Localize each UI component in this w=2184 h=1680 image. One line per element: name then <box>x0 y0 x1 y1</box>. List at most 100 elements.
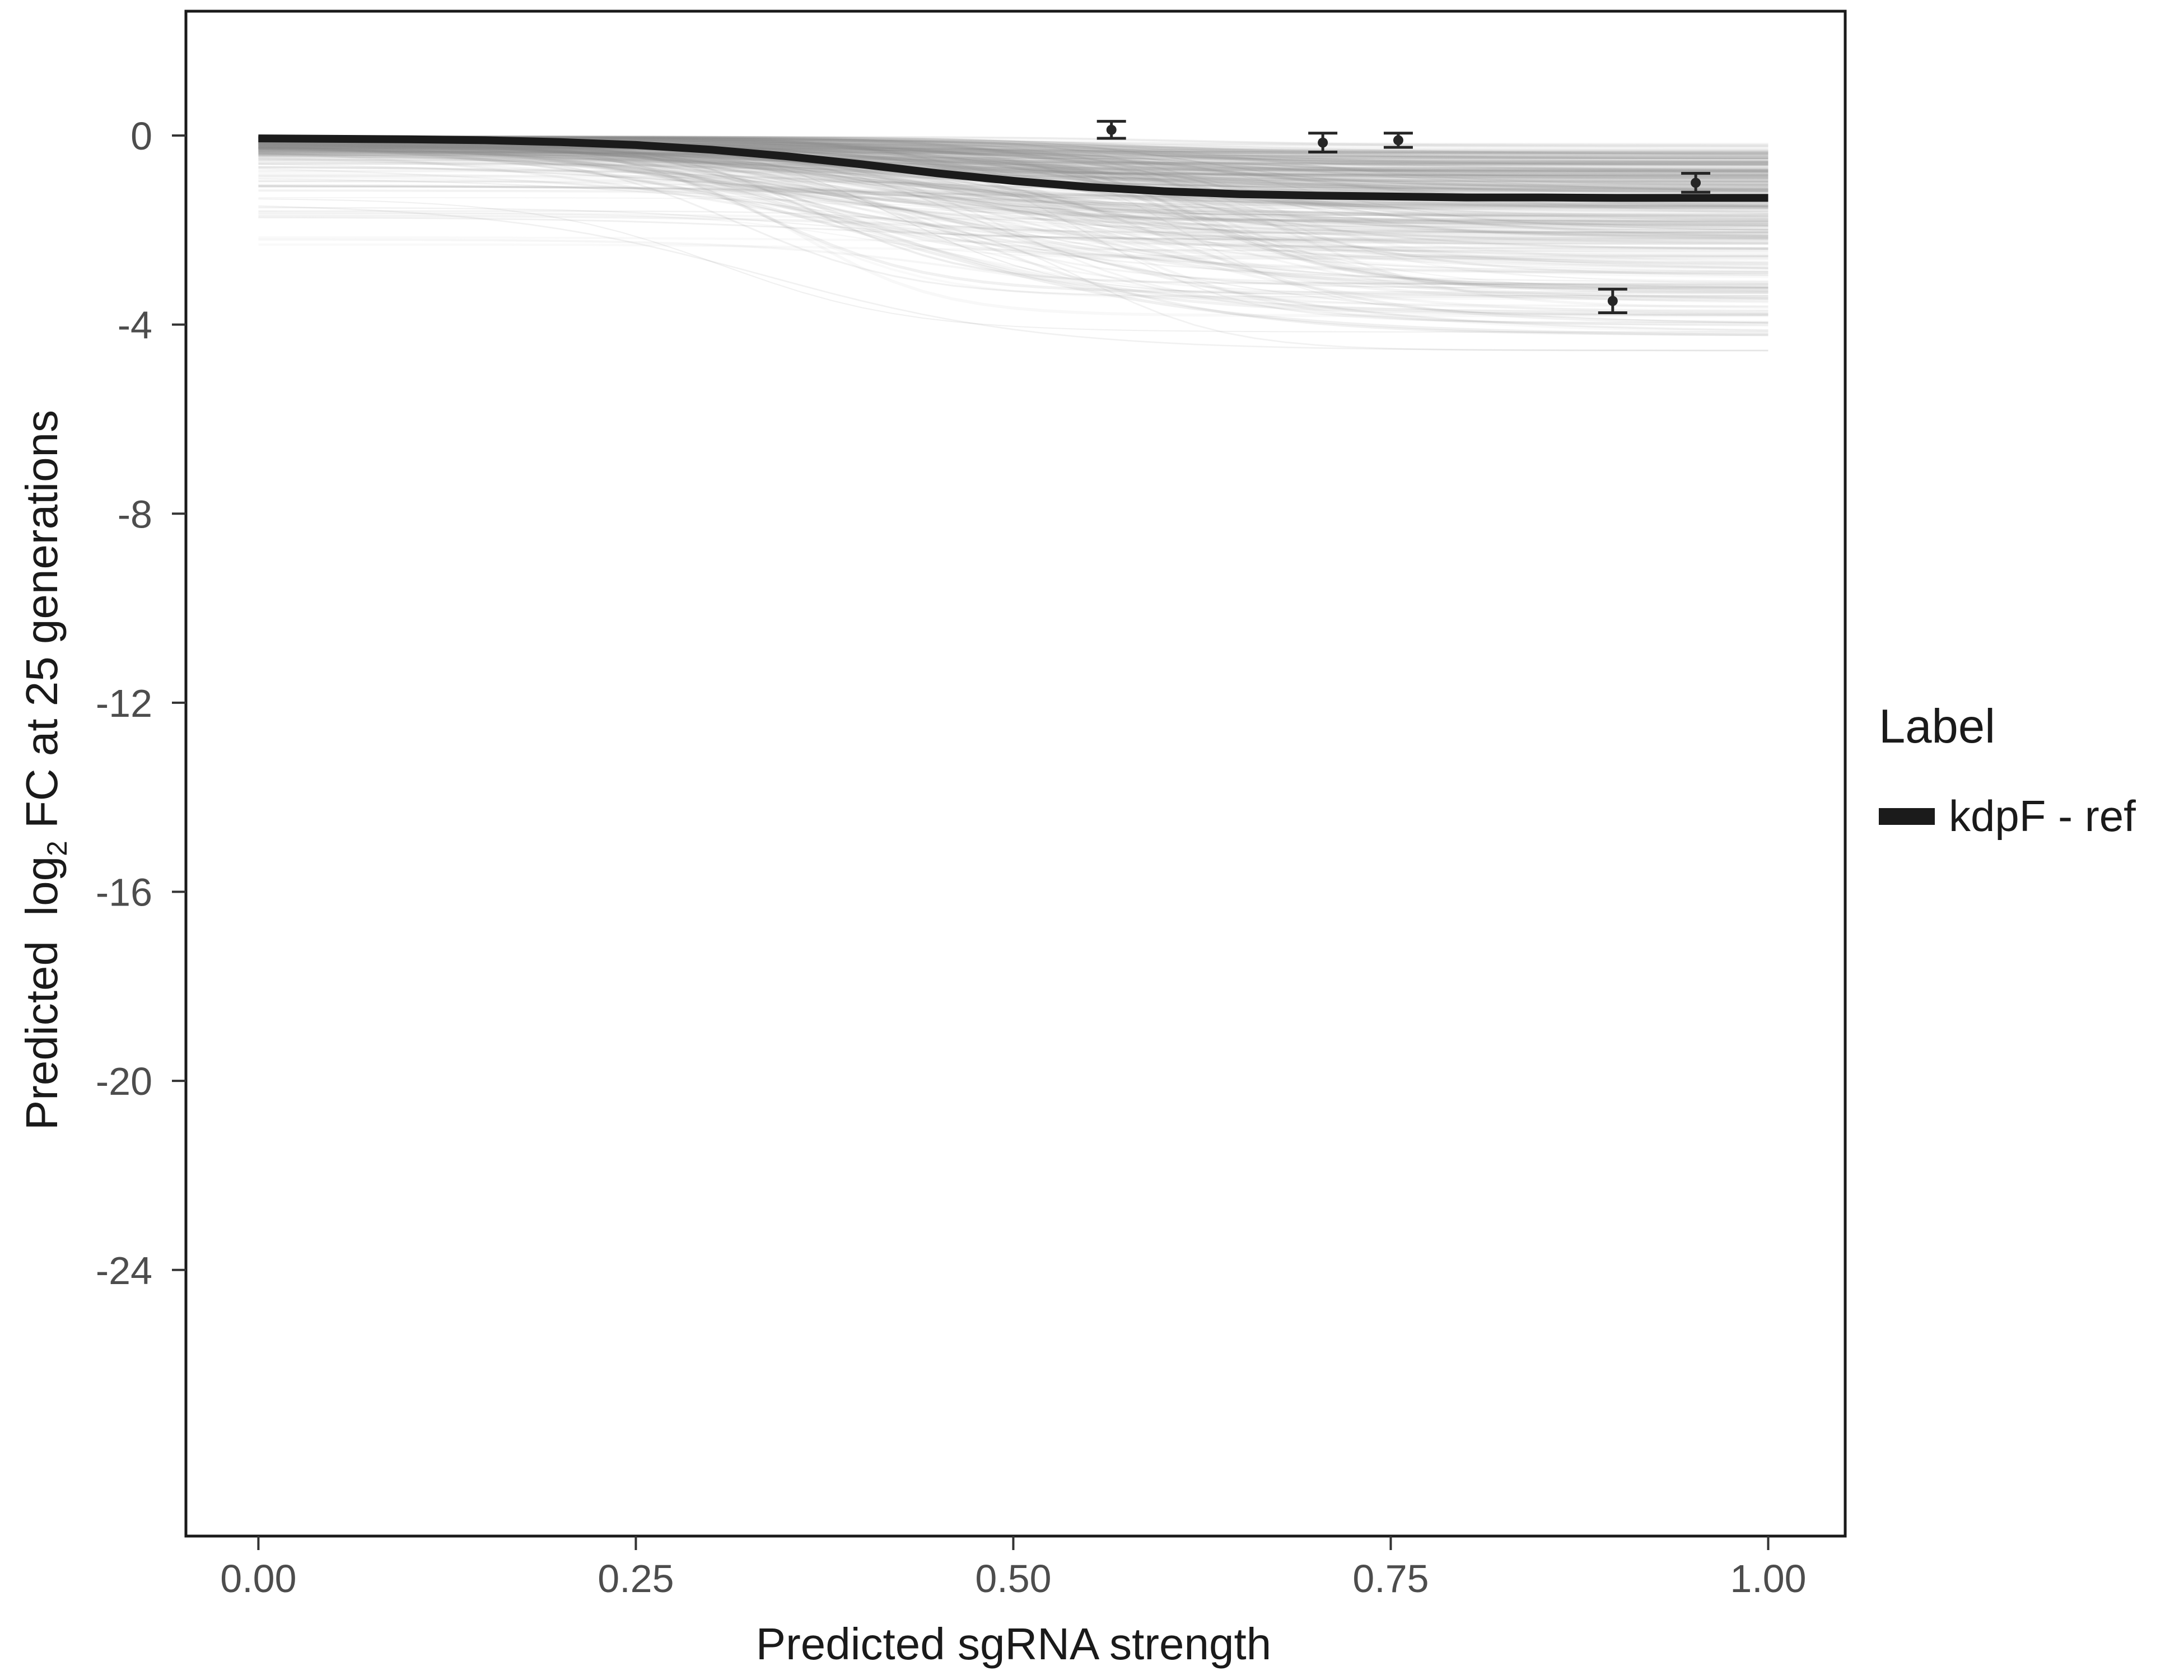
data-point-errorbar <box>1598 287 1627 315</box>
background-curve <box>258 178 1768 324</box>
background-curve <box>258 172 1768 333</box>
background-curve <box>258 143 1768 160</box>
background-curve <box>258 144 1768 163</box>
background-curve <box>258 150 1768 222</box>
background-curve <box>258 145 1768 283</box>
background-curve <box>258 152 1768 304</box>
background-curve <box>258 207 1768 240</box>
panel-border <box>184 10 1847 1538</box>
x-axis-tick-label: 1.00 <box>1730 1557 1806 1600</box>
y-axis-title-pre: Predicted log <box>17 856 67 1131</box>
background-curve <box>258 236 1768 249</box>
x-axis-tick-label: 0.00 <box>220 1557 296 1600</box>
background-curve <box>258 216 1768 241</box>
background-curve <box>258 147 1768 174</box>
background-curve <box>258 144 1768 159</box>
background-curve <box>258 151 1768 216</box>
background-curve <box>258 141 1768 246</box>
data-point-errorbar <box>1096 120 1126 140</box>
background-curve <box>258 143 1768 183</box>
data-point-errorbar <box>1308 132 1338 154</box>
background-curve <box>258 156 1768 192</box>
background-curve <box>258 135 1768 192</box>
background-curve <box>258 146 1768 175</box>
background-curve <box>258 136 1768 145</box>
background-curve <box>258 147 1768 276</box>
y-axis-tick-label: -4 <box>118 304 152 347</box>
background-curve <box>258 143 1768 179</box>
background-curve <box>258 157 1768 226</box>
x-axis-tick-label: 0.75 <box>1352 1557 1429 1600</box>
background-curve <box>258 151 1768 274</box>
background-curve <box>258 139 1768 300</box>
background-curve <box>258 135 1768 232</box>
background-curve <box>258 175 1768 258</box>
background-curve <box>258 138 1768 316</box>
y-axis-tick-label: -24 <box>96 1249 152 1292</box>
curves-layer <box>258 120 1768 352</box>
background-curve <box>258 149 1768 194</box>
background-curve <box>258 147 1768 233</box>
background-curve <box>258 146 1768 324</box>
background-curve <box>258 147 1768 172</box>
x-axis-tick-label: 0.25 <box>598 1557 674 1600</box>
background-curve <box>258 170 1768 181</box>
background-curve <box>258 144 1768 289</box>
background-curve <box>258 143 1768 172</box>
background-curve <box>258 151 1768 170</box>
background-curve <box>258 153 1768 302</box>
background-curve <box>258 153 1768 188</box>
background-curve <box>258 166 1768 192</box>
background-curve <box>258 140 1768 250</box>
background-curve <box>258 136 1768 193</box>
y-axis-tick-label: 0 <box>130 114 152 158</box>
background-curve <box>258 139 1768 228</box>
background-curve <box>258 214 1768 270</box>
background-curve <box>258 141 1768 187</box>
background-curve <box>258 140 1768 220</box>
background-curve <box>258 147 1768 332</box>
background-curve <box>258 152 1768 318</box>
background-curve <box>258 143 1768 176</box>
background-curve <box>258 180 1768 215</box>
background-curve <box>258 139 1768 255</box>
background-curve <box>258 144 1768 153</box>
background-curve <box>258 144 1768 173</box>
background-curve <box>258 145 1768 312</box>
background-curve <box>258 147 1768 213</box>
background-curve <box>258 146 1768 157</box>
background-curve <box>258 145 1768 337</box>
legend: Label kdpF - ref <box>1879 703 2136 842</box>
background-curve <box>258 153 1768 207</box>
y-axis-tick-label: -12 <box>96 682 152 725</box>
background-curve <box>258 155 1768 175</box>
background-curve <box>258 146 1768 176</box>
background-curve <box>258 148 1768 269</box>
background-curve <box>258 144 1768 178</box>
background-curve <box>258 155 1768 189</box>
background-curve <box>258 148 1768 298</box>
background-curve <box>258 150 1768 190</box>
background-curve <box>258 210 1768 352</box>
data-point-errorbar <box>1681 172 1711 194</box>
legend-item-kdpf-ref: kdpF - ref <box>1879 791 2136 842</box>
background-curve <box>258 143 1768 250</box>
background-curve <box>258 147 1768 217</box>
background-curve <box>258 198 1768 333</box>
background-curve <box>258 152 1768 163</box>
background-curve <box>258 147 1768 184</box>
y-axis-title: Predicted log2 FC at 25 generations <box>16 410 73 1130</box>
x-axis-tick-label: 0.50 <box>975 1557 1051 1600</box>
background-curve <box>258 146 1768 208</box>
background-curve <box>258 153 1768 290</box>
legend-line-swatch <box>1879 808 1935 825</box>
background-curve <box>258 143 1768 311</box>
background-curve <box>258 142 1768 273</box>
background-curve <box>258 140 1768 186</box>
background-curve <box>258 160 1768 230</box>
background-curve <box>258 142 1768 155</box>
background-curve <box>258 144 1768 226</box>
background-curve <box>258 150 1768 236</box>
